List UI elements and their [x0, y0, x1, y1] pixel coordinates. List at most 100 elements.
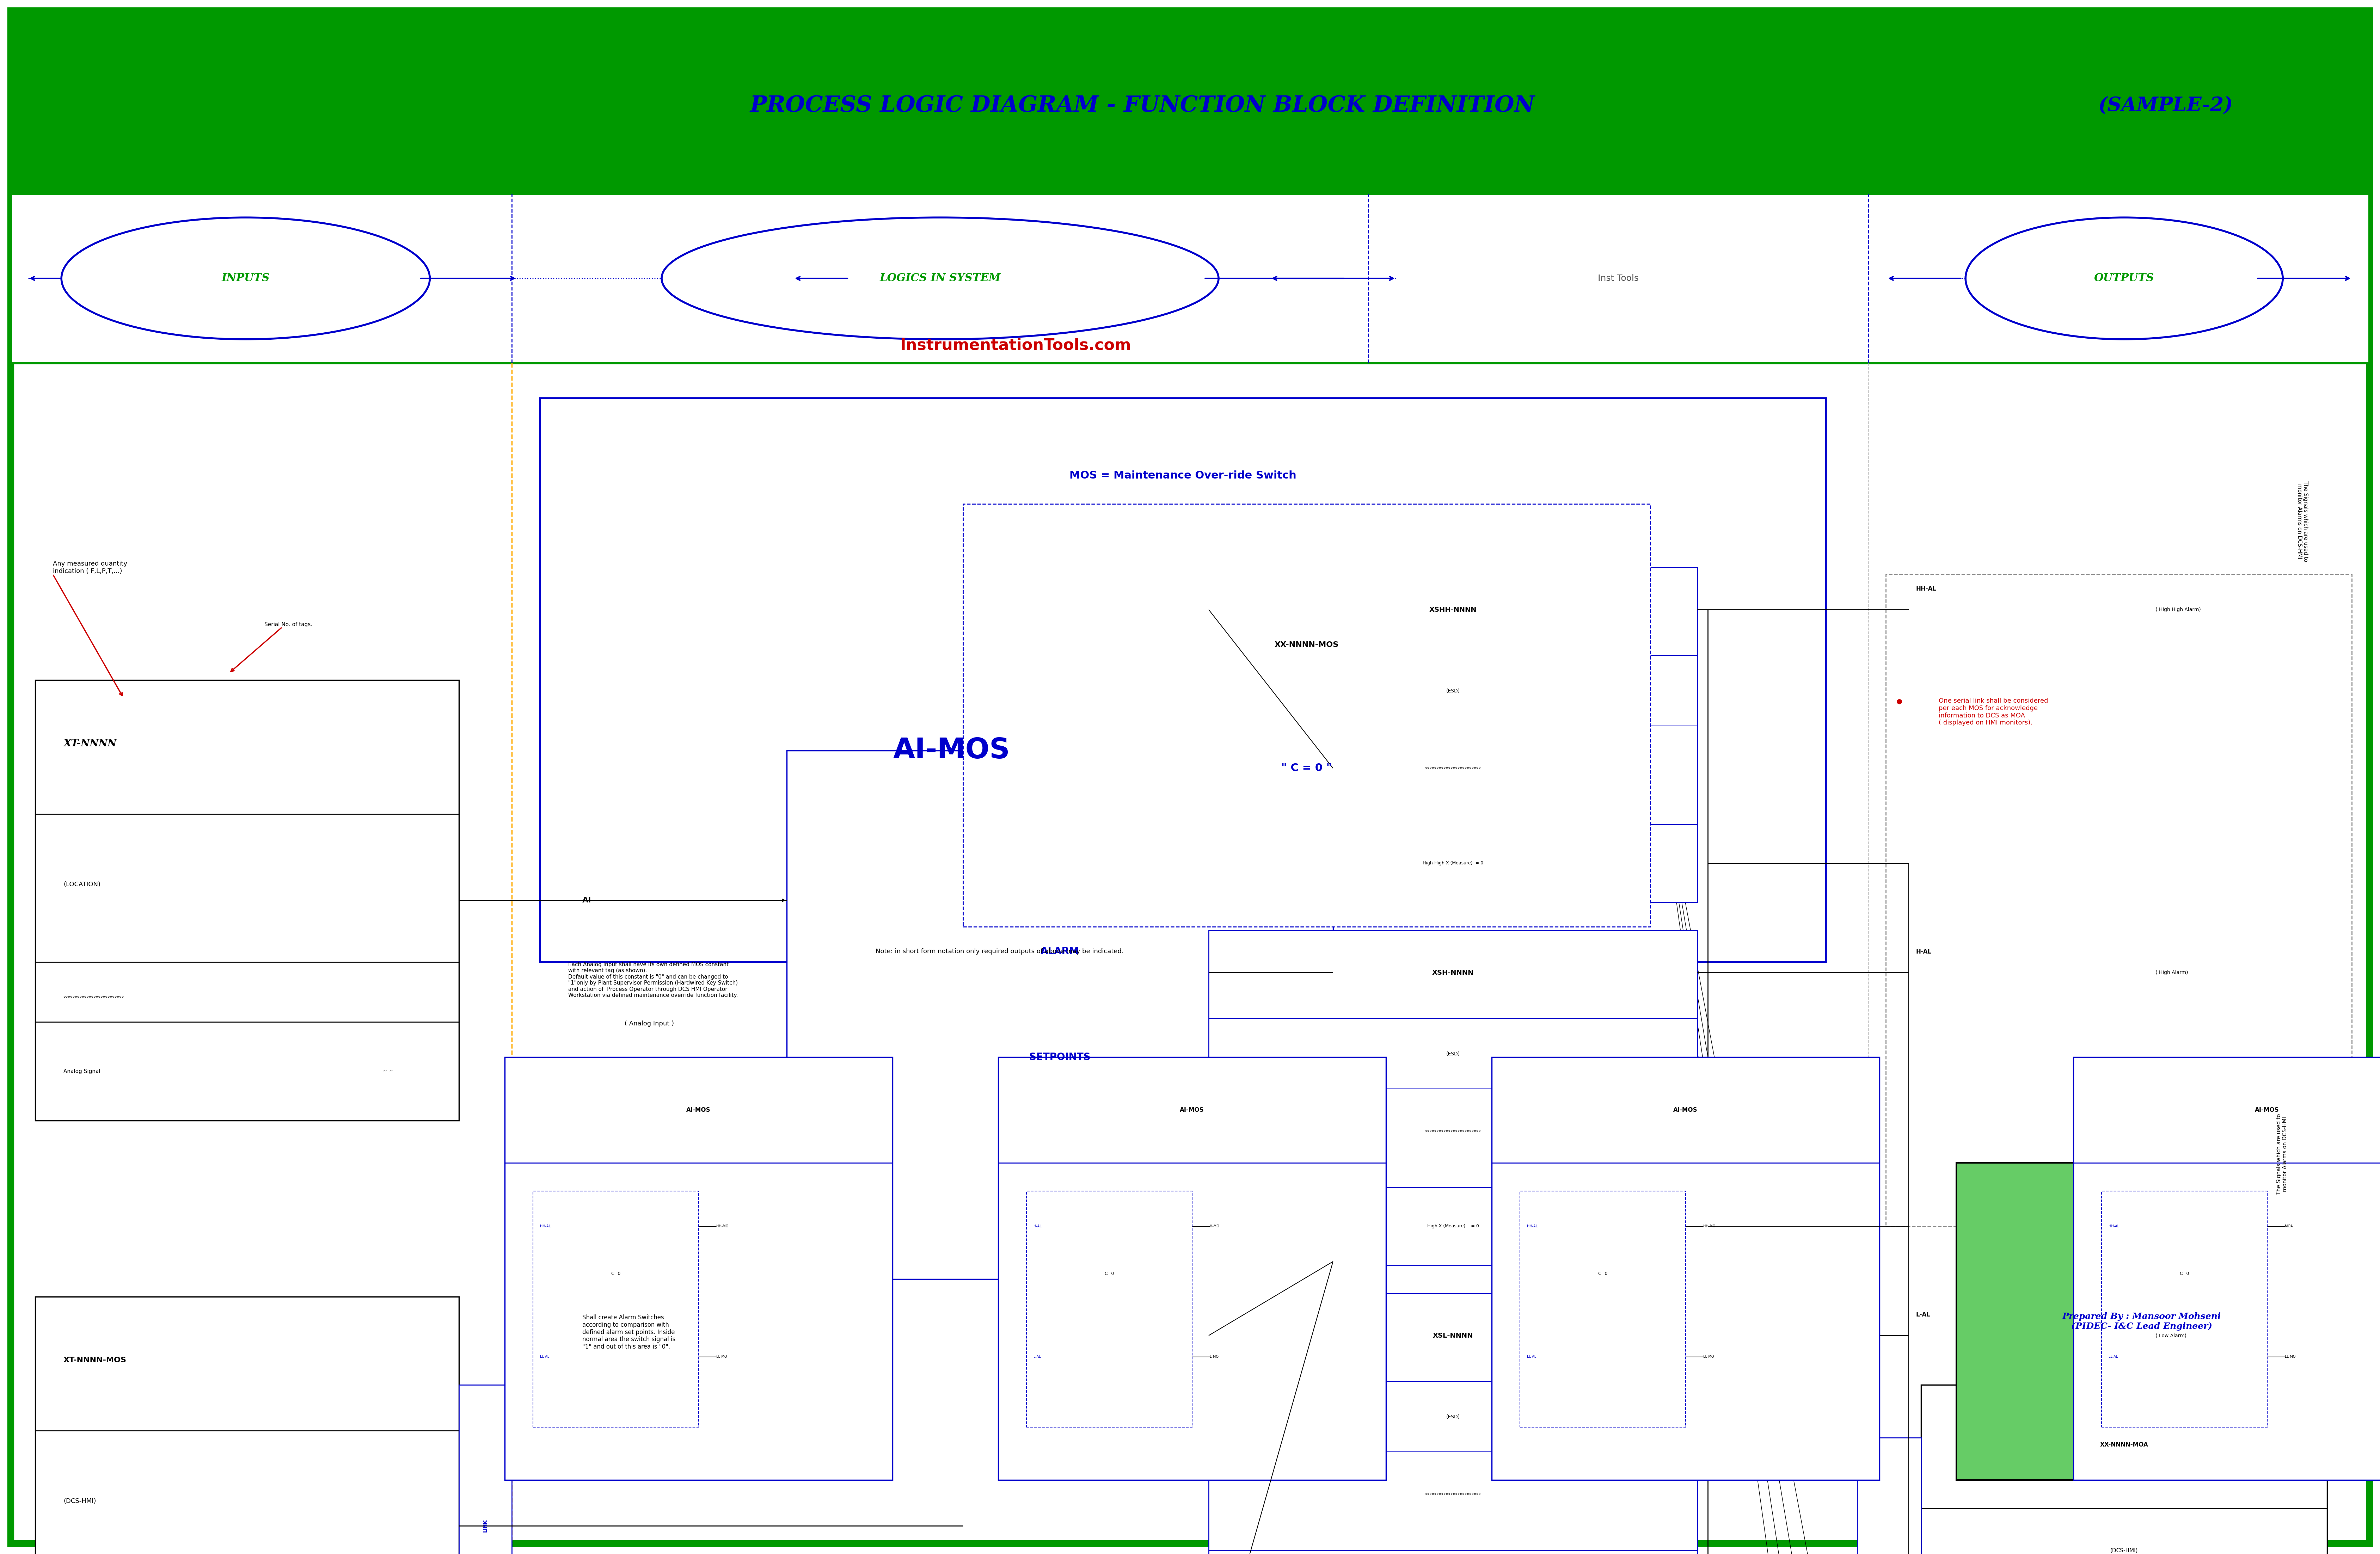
Ellipse shape [62, 218, 431, 339]
Text: OUTPUTS: OUTPUTS [2094, 274, 2154, 284]
Text: PROCESS LOGIC DIAGRAM - FUNCTION BLOCK DEFINITION: PROCESS LOGIC DIAGRAM - FUNCTION BLOCK D… [750, 95, 1535, 117]
Bar [2073, 1057, 2380, 1479]
Text: HH-AL: HH-AL [1528, 1225, 1537, 1228]
Bar [1956, 1162, 2328, 1479]
Bar [10, 194, 2370, 364]
Text: L-AL: L-AL [1033, 1355, 1040, 1358]
Bar [997, 1057, 1385, 1479]
Bar [540, 398, 1825, 962]
Text: (ESD): (ESD) [1447, 1414, 1459, 1419]
Text: xxxxxxxxxxxxxxxxxxxxxxxxxx: xxxxxxxxxxxxxxxxxxxxxxxxxx [64, 996, 124, 999]
Text: XSH-NNNN: XSH-NNNN [1433, 970, 1473, 976]
Text: xxxxxxxxxxxxxxxxxxxxxxxx: xxxxxxxxxxxxxxxxxxxxxxxx [1426, 1130, 1480, 1133]
Text: Note: in short form notation only required outputs of above may be indicated.: Note: in short form notation only requir… [876, 948, 1123, 954]
Text: AI: AI [583, 897, 590, 904]
Text: C=0: C=0 [1597, 1271, 1607, 1276]
Text: INPUTS: INPUTS [221, 274, 269, 284]
Bar [1209, 1293, 1697, 1554]
Text: AI-MOS: AI-MOS [1180, 1106, 1204, 1113]
Bar [1521, 1190, 1685, 1427]
Text: LL-MO: LL-MO [1704, 1355, 1714, 1358]
Bar [1026, 1190, 1192, 1427]
Text: ( Low Alarm): ( Low Alarm) [2156, 1333, 2187, 1338]
Text: Any measured quantity
indication ( F,L,P,T,...): Any measured quantity indication ( F,L,P… [52, 561, 126, 575]
Text: Each Analog Input shall have its own defined MOS constant
with relevant tag (as : Each Analog Input shall have its own def… [569, 962, 738, 998]
Text: (ESD): (ESD) [1447, 688, 1459, 693]
Text: ●: ● [1897, 698, 1902, 704]
Text: (LOCATION): (LOCATION) [64, 881, 100, 887]
Bar [1209, 931, 1697, 1265]
Text: SETPOINTS: SETPOINTS [1028, 1052, 1090, 1061]
Text: The Signals which are used to
monitor Alarms on DCS-HMI: The Signals which are used to monitor Al… [2275, 1114, 2287, 1195]
Text: MOS = Maintenance Over-ride Switch: MOS = Maintenance Over-ride Switch [1069, 471, 1297, 480]
Text: Inst Tools: Inst Tools [1597, 274, 1640, 283]
Text: LL-MO: LL-MO [2285, 1355, 2294, 1358]
Text: ( High High Alarm): ( High High Alarm) [2156, 608, 2202, 612]
Text: LL-AL: LL-AL [2109, 1355, 2118, 1358]
Text: H-MO: H-MO [1209, 1225, 1219, 1228]
Text: HH-MO: HH-MO [716, 1225, 728, 1228]
Bar [1885, 575, 2351, 1226]
Text: LOGICS IN SYSTEM: LOGICS IN SYSTEM [881, 274, 1000, 284]
Text: (DCS-HMI): (DCS-HMI) [2111, 1548, 2137, 1552]
Text: xxxxxxxxxxxxxxxxxxxxxxxx: xxxxxxxxxxxxxxxxxxxxxxxx [1426, 766, 1480, 769]
Text: The Signals which are used to
monitor Alarms on DCS-HMI: The Signals which are used to monitor Al… [2297, 482, 2309, 563]
Text: " C = 0 ": " C = 0 " [1280, 763, 1333, 774]
Text: LINK: LINK [483, 1520, 488, 1532]
Text: L-AL: L-AL [1916, 1312, 1930, 1318]
Text: C=0: C=0 [1104, 1271, 1114, 1276]
Text: AI-MOS: AI-MOS [1673, 1106, 1697, 1113]
Bar [36, 681, 459, 1120]
Text: XSHH-NNNN: XSHH-NNNN [1430, 606, 1476, 612]
Bar [964, 503, 1649, 926]
Text: AI-MOS: AI-MOS [892, 737, 1009, 765]
Text: XT-NNNN-MOS: XT-NNNN-MOS [64, 1357, 126, 1364]
Bar [505, 1057, 892, 1479]
Text: High-High-X (Measure)  = 0: High-High-X (Measure) = 0 [1423, 861, 1483, 866]
Text: HH-AL: HH-AL [2109, 1225, 2118, 1228]
Bar [1859, 1437, 1921, 1554]
Text: InstrumentationTools.com: InstrumentationTools.com [900, 337, 1130, 353]
Text: H-AL: H-AL [1916, 948, 1933, 956]
Text: Analog Signal: Analog Signal [64, 1069, 100, 1074]
Text: HH-AL: HH-AL [540, 1225, 550, 1228]
Text: (SAMPLE-2): (SAMPLE-2) [2099, 96, 2232, 115]
Bar [1209, 567, 1697, 901]
Bar [1492, 1057, 1880, 1479]
Text: xxxxxxxxxxxxxxxxxxxxxxxx: xxxxxxxxxxxxxxxxxxxxxxxx [1426, 1492, 1480, 1497]
Text: XX-NNNN-MOS: XX-NNNN-MOS [1273, 642, 1338, 648]
Ellipse shape [1966, 218, 2282, 339]
Text: Serial No. of tags.: Serial No. of tags. [264, 622, 312, 628]
Text: ALARM: ALARM [1040, 946, 1078, 956]
Text: L-MO: L-MO [1209, 1355, 1219, 1358]
Text: AI-MOS: AI-MOS [685, 1106, 712, 1113]
Text: ( High Alarm): ( High Alarm) [2156, 970, 2187, 974]
Text: ( Analog Input ): ( Analog Input ) [624, 1021, 674, 1027]
Text: MOA: MOA [2285, 1225, 2292, 1228]
Text: One serial link shall be considered
per each MOS for acknowledge
information to : One serial link shall be considered per … [1940, 698, 2049, 726]
Text: LL-AL: LL-AL [540, 1355, 550, 1358]
Text: High-X (Measure)    = 0: High-X (Measure) = 0 [1428, 1225, 1478, 1229]
Bar [1921, 1385, 2328, 1554]
Text: C=0: C=0 [2180, 1271, 2190, 1276]
Text: AI-MOS: AI-MOS [2254, 1106, 2280, 1113]
Text: Prepared By : Mansoor Mohseni
(PIDEC- I&C Lead Engineer): Prepared By : Mansoor Mohseni (PIDEC- I&… [2063, 1312, 2221, 1330]
Text: C=0: C=0 [612, 1271, 621, 1276]
Text: HH-MO: HH-MO [1704, 1225, 1716, 1228]
Bar [788, 751, 1333, 1279]
Text: (DCS-HMI): (DCS-HMI) [64, 1498, 95, 1504]
Ellipse shape [662, 218, 1219, 339]
Text: Shall create Alarm Switches
according to comparison with
defined alarm set point: Shall create Alarm Switches according to… [583, 1315, 676, 1350]
Bar [2102, 1190, 2268, 1427]
Text: LL-AL: LL-AL [1528, 1355, 1535, 1358]
Bar [10, 11, 2370, 194]
Text: ~ ~: ~ ~ [383, 1069, 393, 1074]
Text: HH-AL: HH-AL [1916, 586, 1937, 592]
Text: LL-MO: LL-MO [716, 1355, 726, 1358]
Text: XX-NNNN-MOA: XX-NNNN-MOA [2099, 1442, 2149, 1448]
Bar [459, 1385, 512, 1554]
Text: H-AL: H-AL [1033, 1225, 1042, 1228]
Bar [36, 1296, 459, 1554]
Text: (ESD): (ESD) [1447, 1051, 1459, 1057]
Text: XT-NNNN: XT-NNNN [64, 738, 117, 749]
